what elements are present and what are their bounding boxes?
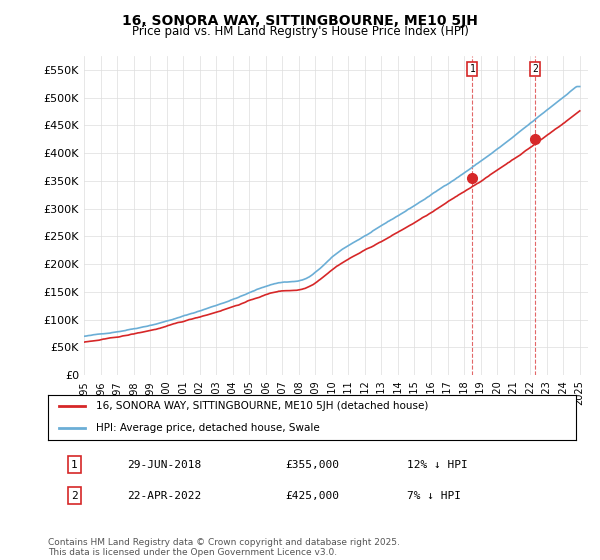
Text: 22-APR-2022: 22-APR-2022 — [127, 491, 202, 501]
Text: HPI: Average price, detached house, Swale: HPI: Average price, detached house, Swal… — [95, 423, 319, 433]
Text: 16, SONORA WAY, SITTINGBOURNE, ME10 5JH (detached house): 16, SONORA WAY, SITTINGBOURNE, ME10 5JH … — [95, 401, 428, 411]
Text: £425,000: £425,000 — [286, 491, 340, 501]
Text: 2: 2 — [532, 64, 538, 74]
Text: Price paid vs. HM Land Registry's House Price Index (HPI): Price paid vs. HM Land Registry's House … — [131, 25, 469, 38]
Text: Contains HM Land Registry data © Crown copyright and database right 2025.
This d: Contains HM Land Registry data © Crown c… — [48, 538, 400, 557]
Text: 2: 2 — [71, 491, 78, 501]
Text: 16, SONORA WAY, SITTINGBOURNE, ME10 5JH: 16, SONORA WAY, SITTINGBOURNE, ME10 5JH — [122, 14, 478, 28]
Text: 29-JUN-2018: 29-JUN-2018 — [127, 460, 202, 470]
Text: £355,000: £355,000 — [286, 460, 340, 470]
Text: 1: 1 — [71, 460, 78, 470]
Text: 1: 1 — [469, 64, 475, 74]
Text: 7% ↓ HPI: 7% ↓ HPI — [407, 491, 461, 501]
Text: 12% ↓ HPI: 12% ↓ HPI — [407, 460, 468, 470]
